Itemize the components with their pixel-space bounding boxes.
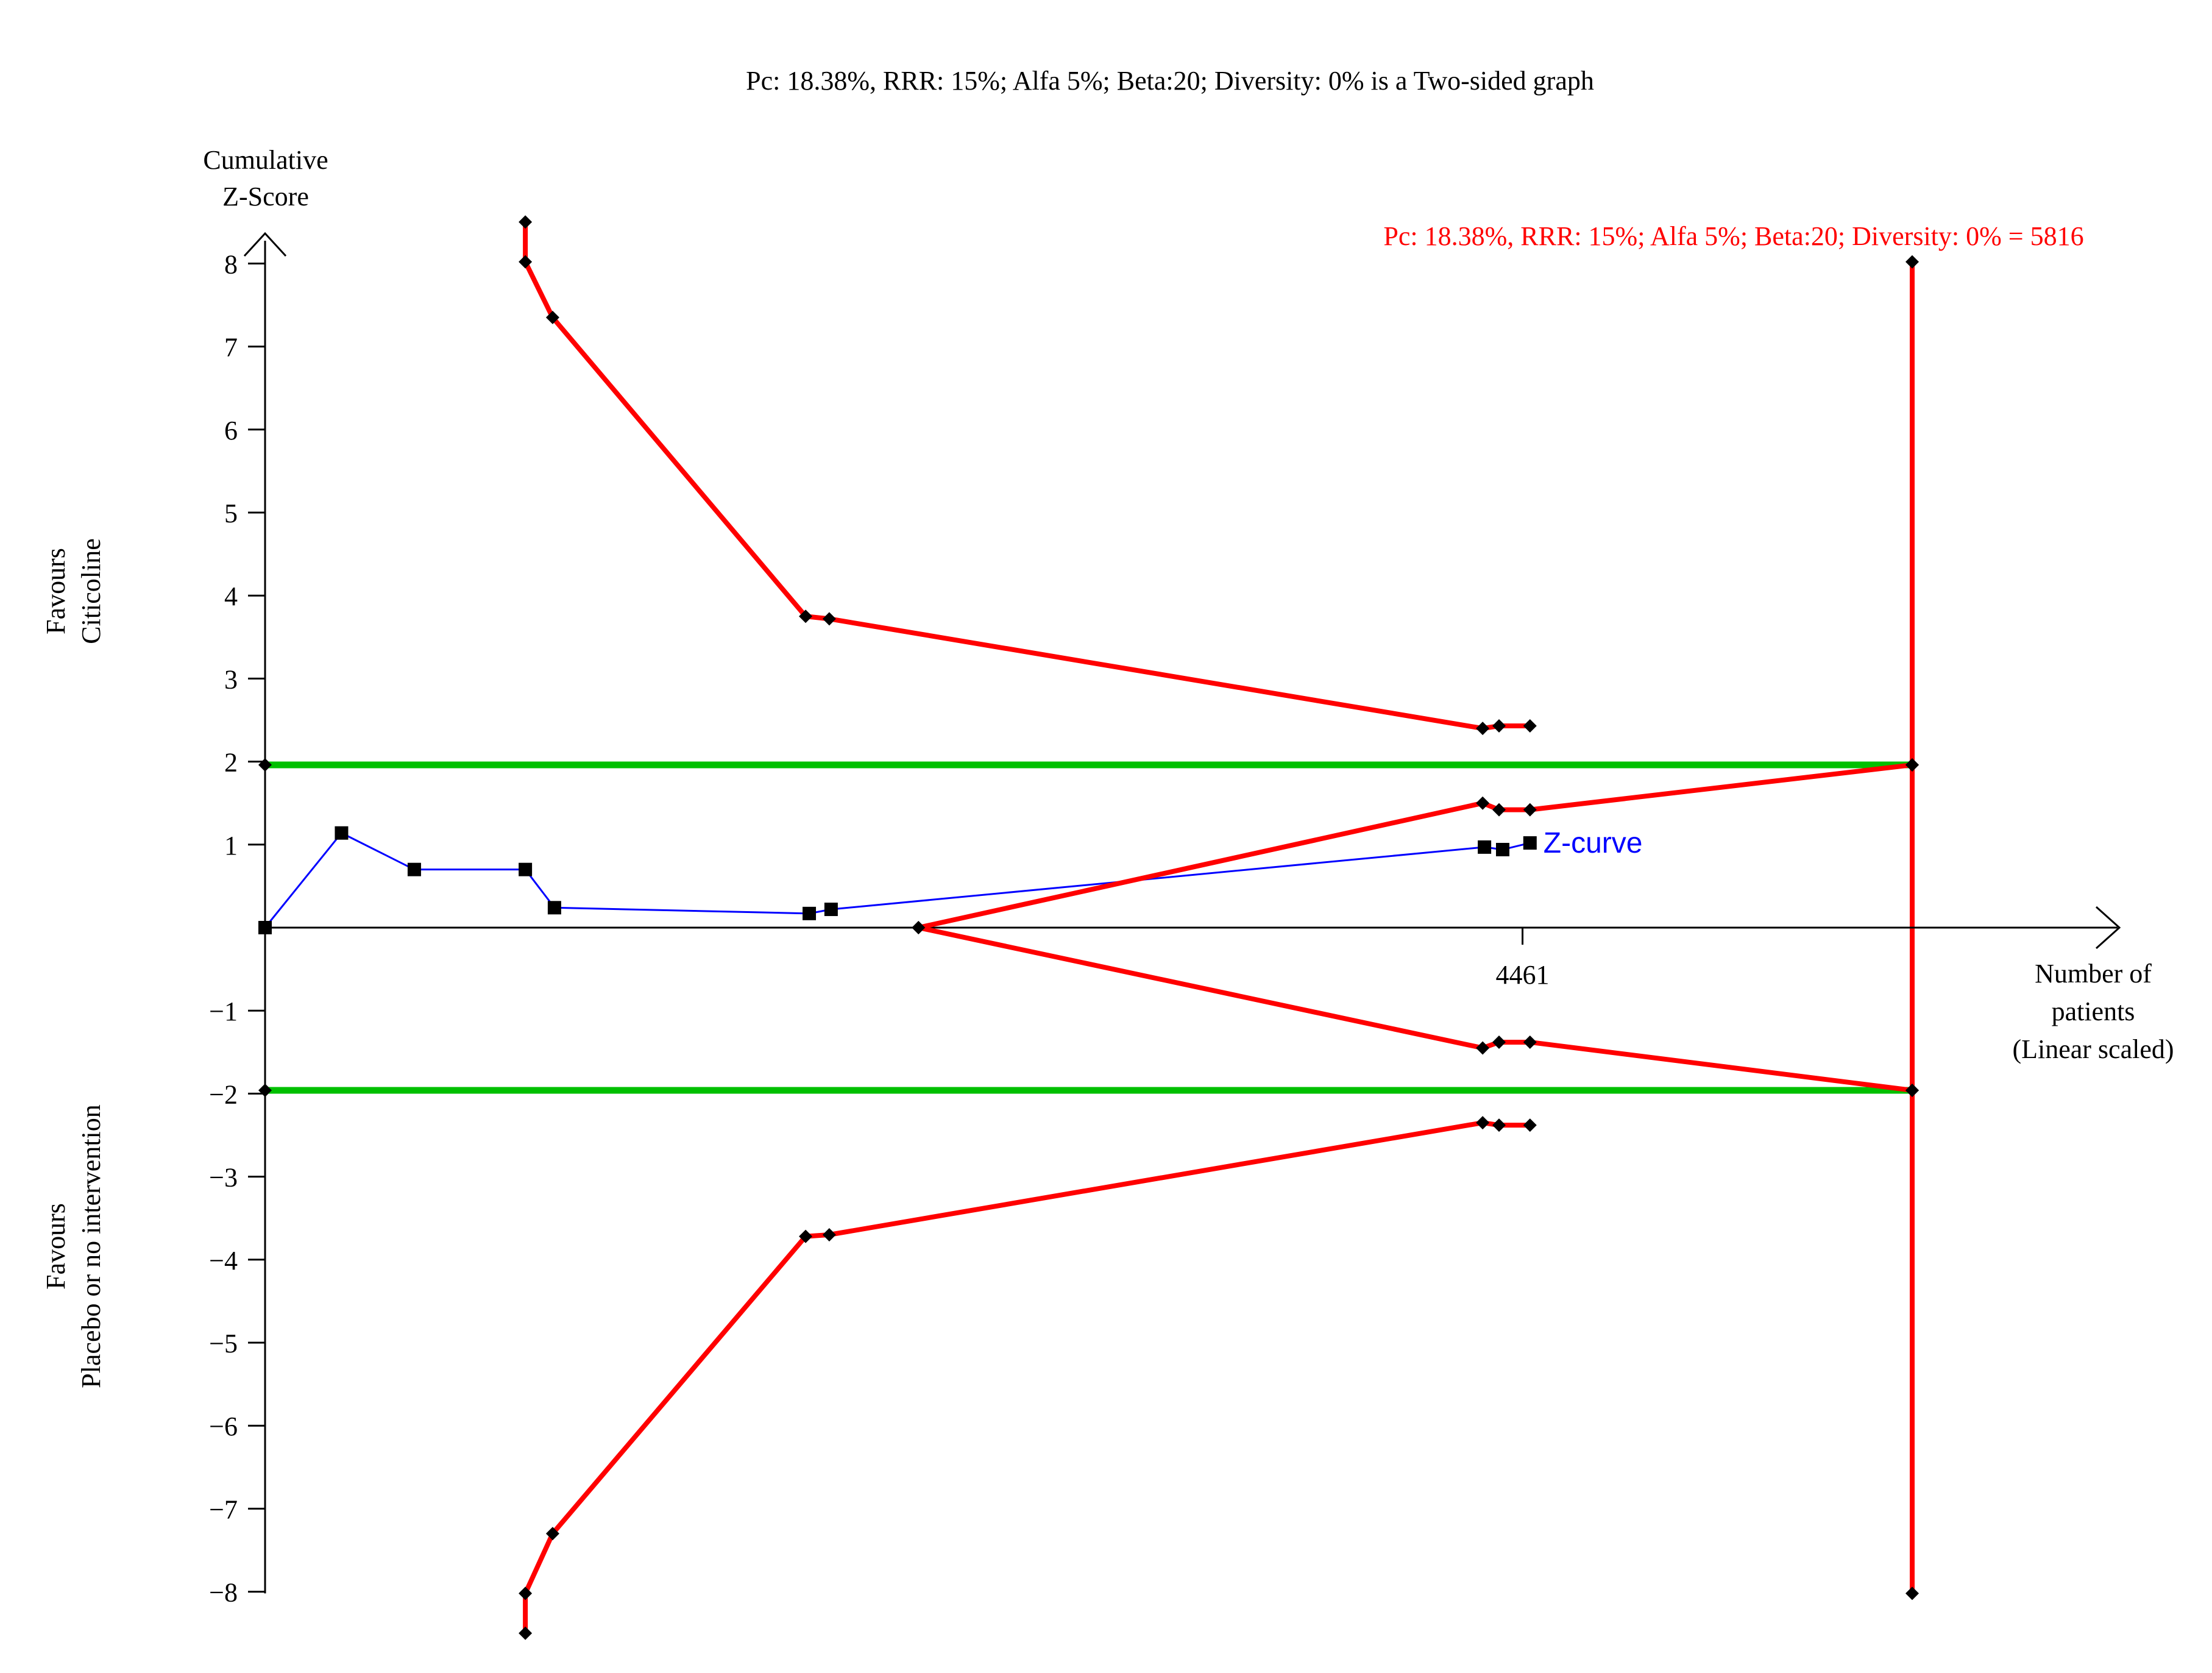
favours-citicoline-label: Favours Citicoline: [41, 538, 106, 644]
boundary-endpoint: [258, 1083, 272, 1097]
boundary-point: [1523, 1035, 1537, 1049]
y-tick-label: −2: [209, 1079, 238, 1109]
z-curve-point: [407, 862, 421, 876]
x-tick-label: 4461: [1496, 960, 1550, 990]
favours-placebo-label: Favours Placebo or no intervention: [41, 1104, 106, 1388]
y-tick-label: 1: [224, 831, 238, 861]
z-curve-point: [258, 921, 272, 934]
boundary-point: [545, 310, 559, 324]
z-curve-label: Z-curve: [1544, 827, 1643, 859]
boundary-endpoint: [1905, 1586, 1919, 1600]
boundary-endpoint: [1905, 758, 1919, 772]
y-tick-label: −7: [209, 1494, 238, 1524]
z-curve-point: [547, 901, 561, 915]
boundary-endpoint: [1905, 255, 1919, 269]
boundary-point: [799, 1229, 813, 1243]
boundary-point: [1523, 719, 1537, 733]
y-axis-arrow: [243, 232, 287, 257]
boundary-point: [519, 215, 533, 229]
z-curve-point: [335, 826, 349, 840]
favours-citicoline-label-line: Citicoline: [76, 538, 106, 644]
z-curve-point: [803, 906, 817, 920]
boundary-point: [822, 1227, 836, 1241]
information-size-label: Pc: 18.38%, RRR: 15%; Alfa 5%; Beta:20; …: [1383, 221, 2083, 251]
y-tick-label: 3: [224, 664, 238, 694]
favours-citicoline-label-line: Favours: [41, 548, 71, 634]
x-axis-label: (Linear scaled): [2012, 1034, 2174, 1064]
boundary-point: [1492, 719, 1506, 733]
boundary-point: [1492, 1118, 1506, 1132]
z-curve-point: [824, 903, 838, 917]
z-curve-line: [264, 832, 1531, 928]
y-tick-label: −5: [209, 1329, 238, 1359]
y-tick-label: 4: [224, 581, 238, 611]
y-tick-label: −6: [209, 1412, 238, 1441]
boundary-point: [545, 1527, 559, 1541]
z-curve-point: [1523, 836, 1537, 850]
boundary-point: [1476, 796, 1490, 810]
boundary-point: [1492, 1035, 1506, 1049]
y-tick-label: 2: [224, 748, 238, 778]
z-curve-point: [1495, 842, 1509, 856]
y-tick-label: 8: [224, 249, 238, 279]
boundary-point: [799, 609, 813, 623]
favours-placebo-label-line: Favours: [41, 1203, 71, 1290]
boundary-point: [822, 612, 836, 626]
boundary-point: [1523, 803, 1537, 817]
z-curve-point: [1478, 840, 1492, 854]
y-tick-label: 6: [224, 416, 238, 446]
y-tick-label: −4: [209, 1246, 238, 1276]
boundary-point: [912, 921, 926, 934]
boundary-point: [519, 1626, 533, 1640]
boundary-endpoint: [1905, 1083, 1919, 1097]
y-tick-label: −3: [209, 1163, 238, 1193]
boundary-endpoint: [258, 758, 272, 772]
y-axis-label: Z-Score: [222, 182, 309, 211]
favours-placebo-label-line: Placebo or no intervention: [76, 1104, 106, 1388]
y-tick-label: −1: [209, 996, 238, 1026]
y-tick-label: 7: [224, 333, 238, 363]
boundary-point: [1476, 1116, 1490, 1130]
boundary-point: [1476, 1041, 1490, 1055]
x-axis-arrow: [2095, 906, 2121, 950]
boundary-point: [1476, 722, 1490, 736]
x-axis-label: Number of: [2035, 959, 2152, 989]
boundary-point: [519, 255, 533, 269]
y-axis-label: Cumulative: [203, 145, 328, 175]
y-tick-label: 5: [224, 499, 238, 528]
boundary-point: [1523, 1118, 1537, 1132]
boundary-point: [1492, 803, 1506, 817]
z-curve-point: [519, 862, 533, 876]
chart-title: Pc: 18.38%, RRR: 15%; Alfa 5%; Beta:20; …: [746, 66, 1594, 96]
y-tick-label: −8: [209, 1578, 238, 1608]
x-axis-label: patients: [2052, 996, 2135, 1026]
boundary-point: [519, 1586, 533, 1600]
